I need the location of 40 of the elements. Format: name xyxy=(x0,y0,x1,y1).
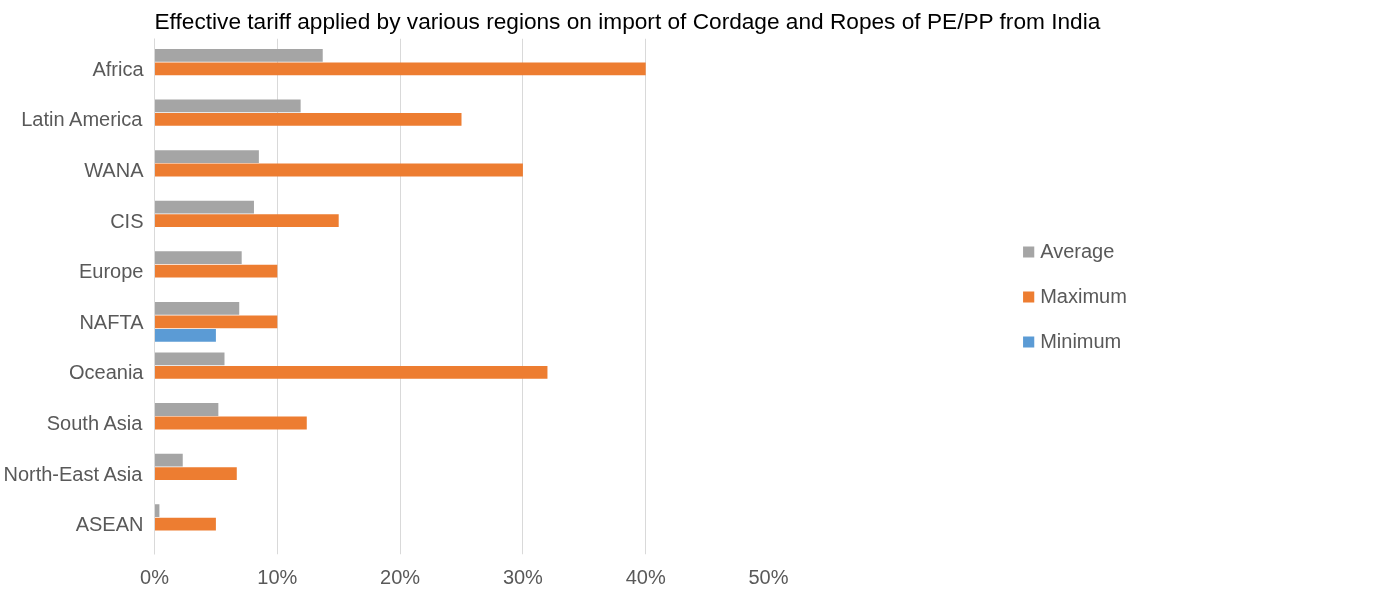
y-tick-label: CIS xyxy=(110,209,144,232)
bar xyxy=(154,150,259,163)
bar xyxy=(154,352,225,366)
bar xyxy=(154,251,242,265)
bar xyxy=(154,99,301,113)
y-tick-label: Europe xyxy=(79,260,144,283)
y-tick-label: Latin America xyxy=(21,108,144,131)
y-tick-label: Oceania xyxy=(69,361,145,384)
bar xyxy=(154,416,307,430)
x-tick-label: 0% xyxy=(140,565,170,588)
y-tick-label: Africa xyxy=(92,57,145,80)
y-tick-label: South Asia xyxy=(46,411,144,434)
bar xyxy=(154,200,254,214)
bar xyxy=(154,315,278,329)
x-tick-label: 20% xyxy=(380,565,421,588)
chart-title: Effective tariff applied by various regions on import of Cordage and Ropes of PE/PP from India xyxy=(154,7,1101,34)
y-tick-label: ASEAN xyxy=(75,513,144,536)
bar xyxy=(154,517,216,531)
bar xyxy=(154,48,323,62)
x-tick-label: 40% xyxy=(625,565,666,588)
bar xyxy=(154,301,240,315)
bar xyxy=(154,365,548,379)
y-tick-label: North-East Asia xyxy=(3,462,144,485)
legend-label: Minimum xyxy=(1040,329,1122,353)
bar xyxy=(154,467,237,480)
legend-label: Maximum xyxy=(1040,284,1127,308)
x-tick-label: 50% xyxy=(748,565,789,588)
y-tick-label: WANA xyxy=(84,159,145,182)
bar xyxy=(154,62,646,76)
x-tick-label: 10% xyxy=(257,565,298,588)
bar xyxy=(154,113,462,126)
bar xyxy=(154,328,216,342)
bar xyxy=(154,403,219,416)
bar xyxy=(154,163,523,177)
bar xyxy=(154,214,339,228)
bar xyxy=(154,453,183,467)
legend-label: Average xyxy=(1040,239,1115,263)
x-tick-label: 30% xyxy=(502,565,544,588)
y-tick-label: NAFTA xyxy=(79,310,145,333)
bar xyxy=(154,264,278,278)
